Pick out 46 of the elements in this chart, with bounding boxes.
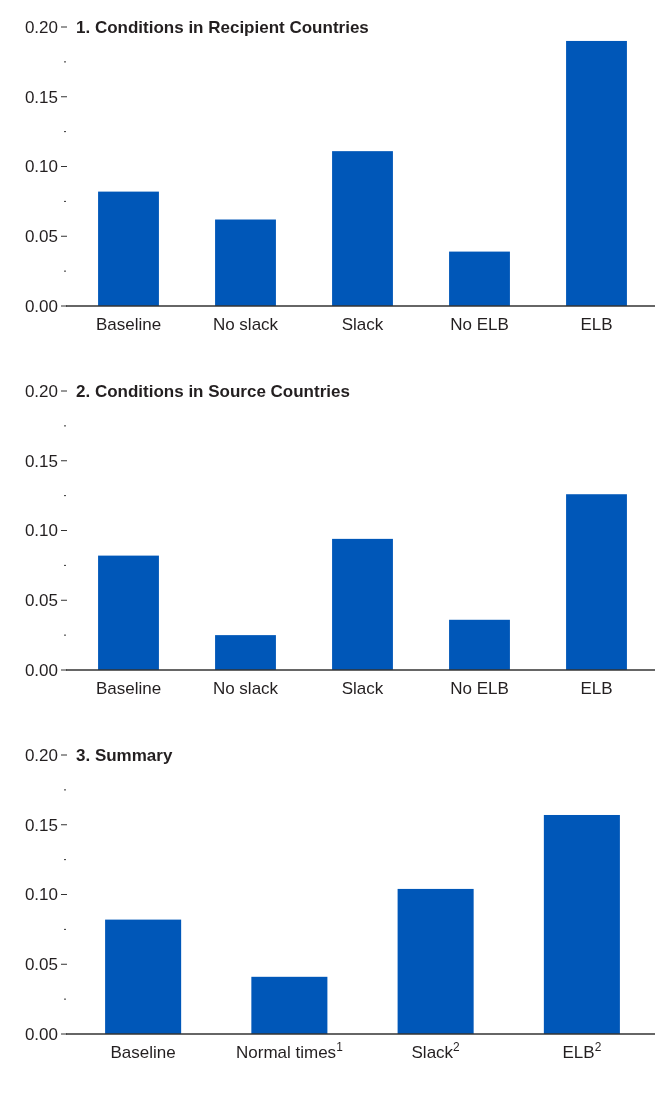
bar (251, 976, 328, 1034)
x-tick-label: Baseline (110, 1043, 176, 1062)
x-tick-label: No slack (212, 315, 279, 334)
y-tick-label: 0.00 (24, 296, 58, 316)
y-tick-label: 0.15 (24, 451, 58, 471)
y-tick-label: 0.00 (24, 1024, 58, 1044)
chart-title: 1. Conditions in Recipient Countries (76, 17, 369, 37)
bar (397, 888, 474, 1034)
chart-title: 3. Summary (76, 745, 173, 765)
bar (98, 555, 159, 670)
y-tick-label: 0.00 (24, 660, 58, 680)
bar (566, 494, 627, 670)
bar (449, 619, 510, 670)
x-tick-label: Slack (341, 679, 384, 698)
y-tick-label: 0.10 (24, 157, 58, 177)
x-tick-label: Slack$^{2}$ (411, 1040, 461, 1062)
y-tick-label: 0.15 (24, 815, 58, 835)
x-tick-label: No slack (212, 679, 279, 698)
bar (215, 219, 276, 306)
bar (215, 635, 276, 670)
bar (332, 538, 393, 670)
bar (105, 919, 182, 1034)
x-tick-label: ELB$^{2}$ (562, 1040, 602, 1062)
x-tick-label: No ELB (450, 315, 509, 334)
x-tick-label: No ELB (450, 679, 509, 698)
y-tick-label: 0.05 (24, 227, 58, 247)
bar (332, 151, 393, 306)
x-tick-label: Slack (341, 315, 384, 334)
chart-title: 2. Conditions in Source Countries (76, 381, 350, 401)
y-tick-label: 0.10 (24, 521, 58, 541)
y-tick-label: 0.10 (24, 885, 58, 905)
x-tick-label: Baseline (95, 315, 162, 334)
y-tick-label: 0.15 (24, 87, 58, 107)
y-tick-label: 0.05 (24, 955, 58, 975)
bar (543, 814, 620, 1034)
y-tick-label: 0.20 (24, 17, 58, 37)
y-tick-label: 0.20 (24, 381, 58, 401)
x-tick-label: ELB (580, 315, 613, 334)
bar (98, 191, 159, 306)
x-tick-label: ELB (580, 679, 613, 698)
bar (566, 40, 627, 306)
bar (449, 251, 510, 306)
y-tick-label: 0.05 (24, 591, 58, 611)
x-tick-label: Baseline (95, 679, 162, 698)
x-tick-label: Normal times$^{1}$ (236, 1040, 344, 1062)
y-tick-label: 0.20 (24, 745, 58, 765)
